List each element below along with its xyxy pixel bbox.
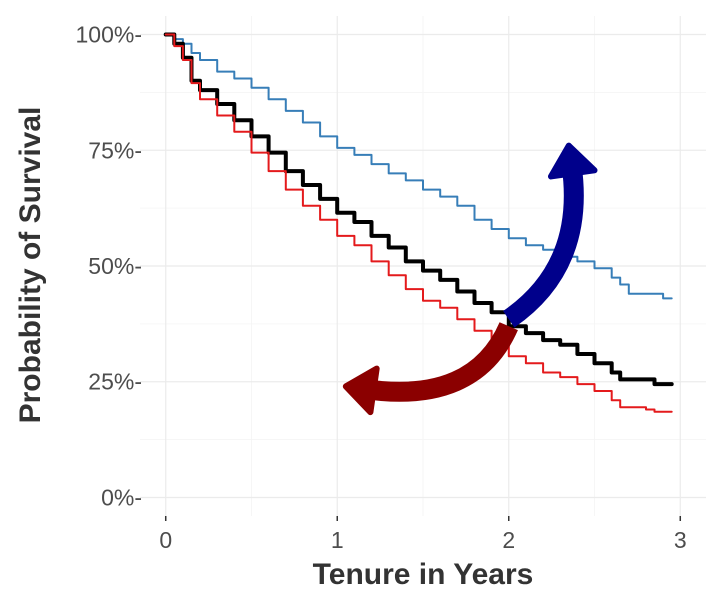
annotation-layer	[342, 142, 598, 416]
survival-curve-1	[164, 33, 673, 300]
arrow-shaft	[363, 321, 518, 402]
arrow-shaft	[502, 163, 584, 328]
y-tick-label: 75%-	[88, 137, 142, 163]
x-tick-label: 2	[502, 527, 515, 553]
y-axis-title: Probability of Survival	[14, 107, 47, 424]
axes: 0 1 2 3 0%- 25%- 50%- 75%- 100%-	[76, 22, 687, 553]
x-tick-label: 3	[674, 527, 687, 553]
x-tick-label: 1	[331, 527, 344, 553]
arrow-2	[342, 321, 518, 416]
survival-curve-2	[163, 32, 674, 387]
x-tick-label: 0	[159, 527, 172, 553]
survival-curve-3	[164, 33, 673, 413]
arrow-head	[342, 365, 380, 416]
arrow-1	[502, 142, 598, 328]
x-axis-title: Tenure in Years	[313, 558, 534, 591]
y-tick-label: 25%-	[88, 369, 142, 395]
y-tick-label: 0%-	[101, 484, 142, 510]
arrow-head	[547, 142, 598, 180]
y-tick-label: 100%-	[76, 22, 142, 48]
y-tick-label: 50%-	[88, 253, 142, 279]
series-layer	[163, 32, 674, 413]
